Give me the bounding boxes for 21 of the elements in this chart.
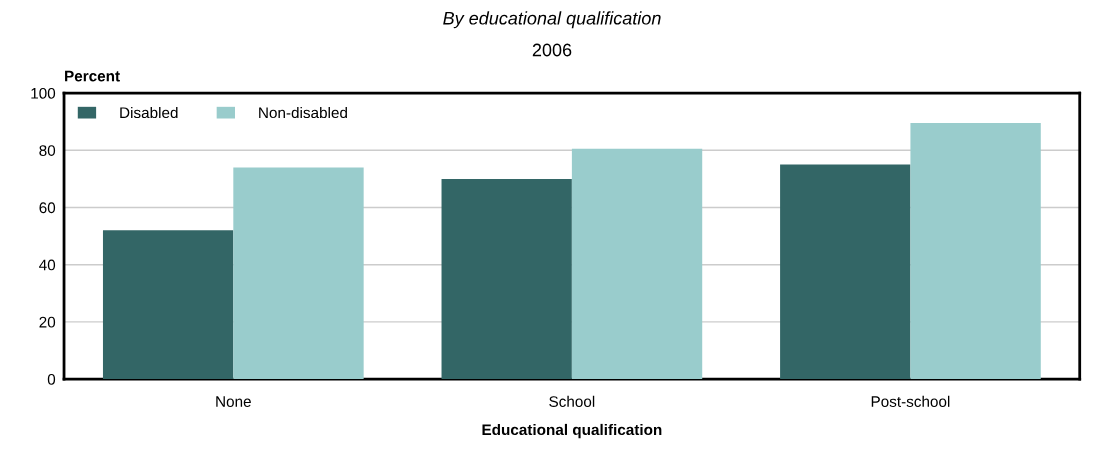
x-tick-label: None	[216, 396, 251, 407]
y-tick-label: 20	[39, 316, 56, 328]
chart-subtitle: 2006	[532, 43, 572, 57]
y-tick-label: 100	[31, 87, 56, 99]
chart-title: By educational qualification	[443, 11, 661, 29]
x-axis-title: Educational qualification	[482, 423, 662, 439]
bar	[441, 178, 572, 380]
legend-label: Disabled	[120, 106, 178, 119]
y-tick-label: 60	[39, 202, 56, 214]
bar	[910, 123, 1041, 380]
bar	[102, 230, 234, 380]
y-tick-label: 80	[39, 145, 56, 156]
bar	[780, 164, 911, 380]
x-tick-label: School	[549, 395, 595, 407]
y-tick-label: 0	[47, 373, 56, 385]
y-tick-label: 40	[39, 259, 56, 271]
y-axis-title: Percent	[65, 70, 120, 82]
bar	[571, 148, 703, 380]
x-tick-label: Post-school	[871, 395, 950, 407]
bar	[233, 167, 364, 380]
legend-label: Non-disabled	[259, 106, 347, 119]
